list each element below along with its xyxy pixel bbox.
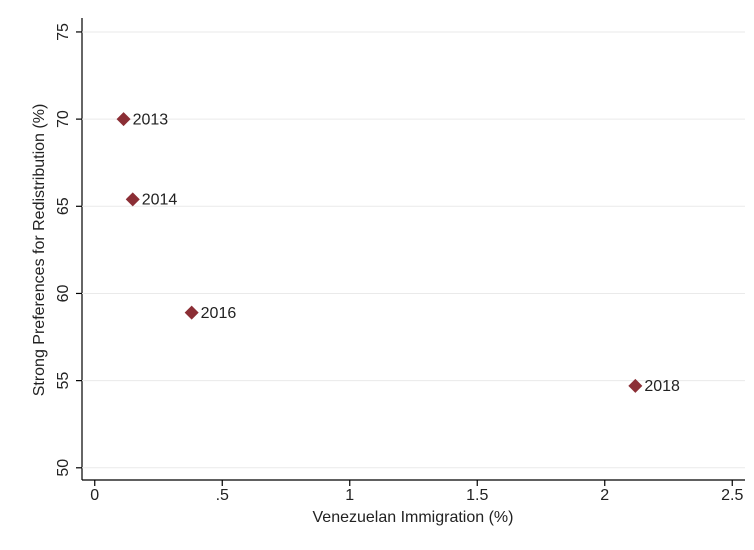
x-tick-label: .5 (216, 487, 229, 504)
point (628, 378, 643, 393)
point (116, 112, 131, 127)
x-tick-label: 1.5 (466, 487, 488, 504)
x-tick-label: 1 (345, 487, 354, 504)
y-tick-label: 75 (55, 23, 72, 41)
point-label: 2016 (201, 305, 237, 322)
y-tick-label: 50 (55, 459, 72, 477)
point-label: 2013 (133, 111, 169, 128)
y-axis-title: Strong Preferences for Redistribution (%… (31, 104, 48, 397)
x-axis-title: Venezuelan Immigration (%) (313, 509, 514, 526)
y-tick-label: 55 (55, 372, 72, 390)
y-tick-label: 70 (55, 110, 72, 128)
y-tick-label: 65 (55, 197, 72, 215)
point (184, 305, 199, 320)
y-tick-label: 60 (55, 284, 72, 302)
point (125, 192, 140, 207)
x-tick-label: 2.5 (721, 487, 743, 504)
point-label: 2018 (644, 378, 680, 395)
x-tick-label: 2 (600, 487, 609, 504)
point-label: 2014 (142, 192, 178, 209)
x-tick-label: 0 (90, 487, 99, 504)
